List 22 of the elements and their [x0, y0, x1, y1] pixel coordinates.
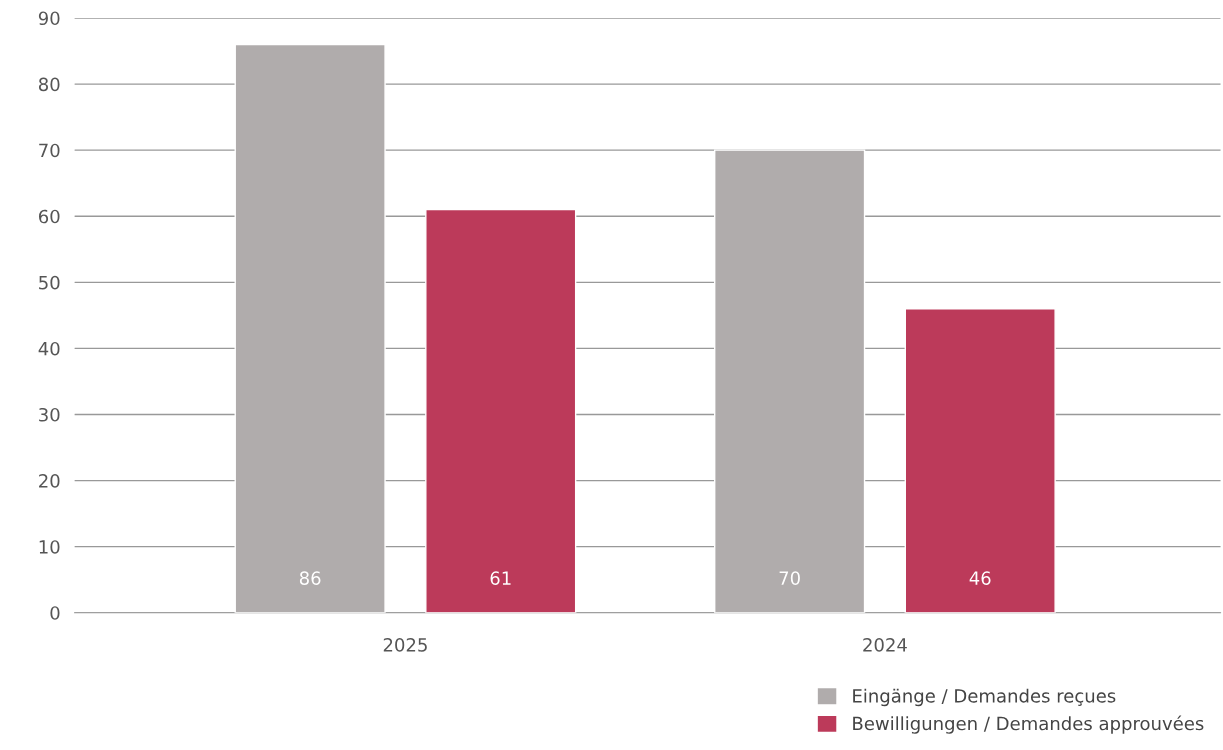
data-label: 70: [779, 571, 800, 585]
y-tick-label: 50: [39, 275, 60, 290]
x-tick-label: 2025: [383, 638, 427, 652]
y-tick-label: 70: [39, 143, 60, 158]
data-label: 86: [299, 571, 321, 585]
y-tick-label: 40: [38, 341, 60, 356]
y-tick-label: 90: [38, 11, 60, 26]
data-label: 61: [490, 571, 511, 585]
legend-label: Eingänge / Demandes reçues: [853, 688, 1116, 707]
bar: [904, 308, 1056, 613]
bar: [714, 149, 866, 613]
bar: [425, 208, 577, 613]
y-tick-label: 0: [50, 606, 60, 620]
data-label: 46: [969, 571, 991, 585]
x-tick-label: 2024: [863, 638, 907, 652]
legend-label: Bewilligungen / Demandes approuvées: [853, 715, 1204, 734]
y-tick-label: 30: [39, 407, 60, 422]
y-tick-label: 60: [39, 209, 60, 224]
y-tick-label: 10: [39, 540, 60, 554]
bar: [234, 43, 386, 613]
y-tick-label: 80: [38, 77, 60, 92]
y-tick-label: 20: [39, 474, 60, 488]
